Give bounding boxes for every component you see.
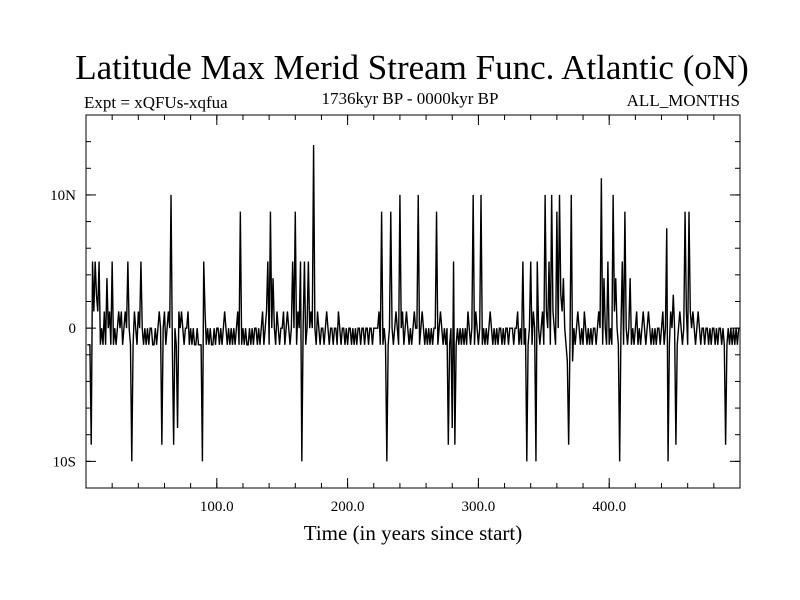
experiment-label: Expt = xQFUs-xqfua [84,93,228,112]
x-tick-label: 300.0 [462,499,496,515]
months-label: ALL_MONTHS [627,91,740,110]
axis-ticks [86,115,740,488]
series-line [87,144,740,462]
x-tick-label: 400.0 [592,499,626,515]
x-tick-label: 100.0 [200,499,234,515]
y-tick-label: 10S [53,454,76,470]
y-tick-label: 10N [50,188,76,204]
chart-title: Latitude Max Merid Stream Func. Atlantic… [75,48,749,87]
y-tick-label: 0 [69,321,77,337]
plot-frame [85,114,741,489]
x-tick-label: 200.0 [331,499,365,515]
axis-tick-labels: 100.0 200.0 300.0 400.0 10S 0 10N [50,188,626,515]
x-axis-label: Time (in years since start) [304,521,523,545]
period-label: 1736kyr BP - 0000kyr BP [322,89,499,108]
